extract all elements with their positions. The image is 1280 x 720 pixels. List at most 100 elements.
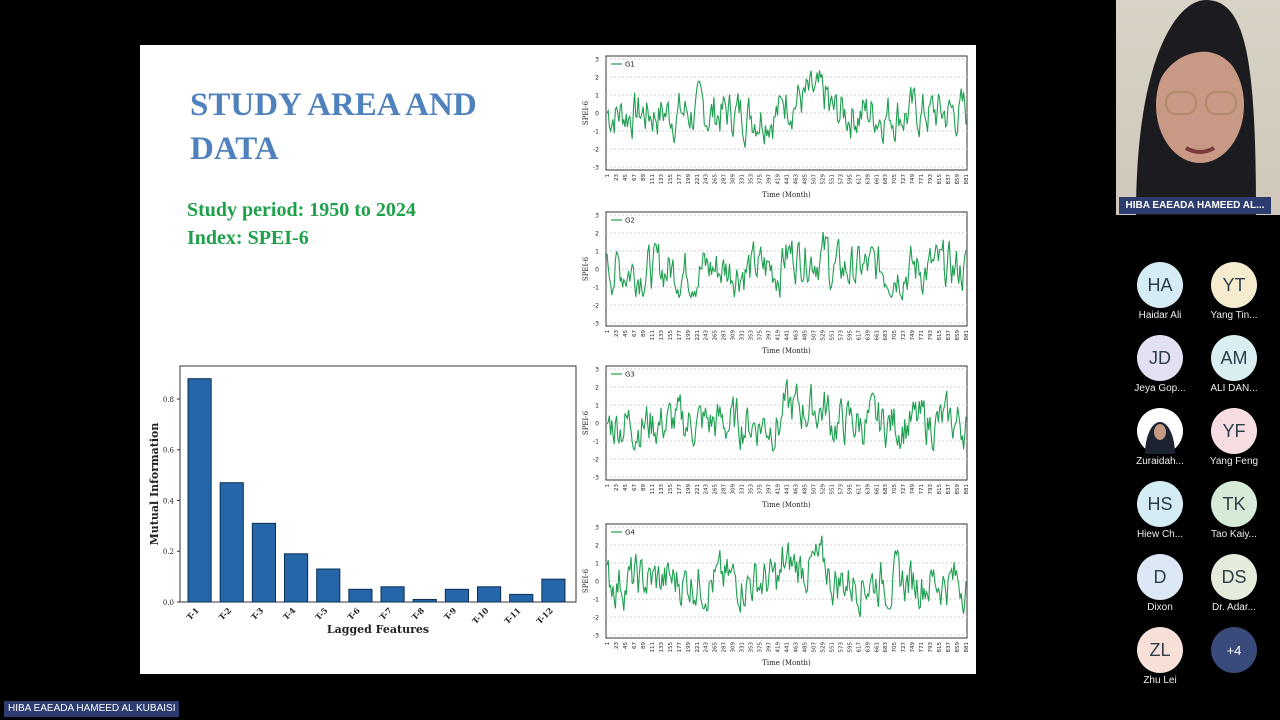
x-tick-label: T-8 [410,605,427,622]
x-tick-label: 617 [856,642,862,653]
x-tick-label: 749 [910,484,916,495]
x-tick-label: 793 [928,174,934,185]
x-tick-label: 1 [605,642,611,646]
y-tick-label: -2 [593,147,599,154]
participant-name: Zhu Lei [1143,675,1177,686]
participant-tile[interactable]: HA Haidar Ali [1125,262,1195,321]
y-tick-label: 0.6 [163,447,175,455]
x-tick-label: T-12 [534,605,555,626]
x-tick-label: 133 [659,642,665,653]
x-tick-label: 639 [865,484,871,495]
participant-tile[interactable]: ZL Zhu Lei [1125,627,1195,686]
participant-tile[interactable]: +4 [1199,627,1269,673]
participant-tile[interactable]: D Dixon [1125,554,1195,613]
x-tick-label: 595 [847,174,853,185]
y-tick-label: -1 [593,129,599,136]
x-tick-label: 155 [668,174,674,185]
bar-t-5 [316,568,341,603]
participant-tile[interactable]: Zuraidah... [1125,408,1195,467]
x-tick-label: 551 [829,642,835,653]
y-tick-label: 0.8 [163,396,174,404]
y-tick-label: 2 [595,543,599,550]
bar-t-12 [541,578,566,603]
y-axis-label: SPEI-6 [582,100,590,125]
participant-name: Dixon [1147,602,1173,613]
participant-tile[interactable]: JD Jeya Gop... [1125,335,1195,394]
participant-tile[interactable]: YF Yang Feng [1199,408,1269,467]
x-tick-label: 881 [964,642,970,653]
active-speaker-label: HIBA EAEADA HAMEED AL KUBAISI [4,701,180,717]
x-tick-label: T-2 [217,605,234,622]
presenter-video[interactable] [1116,0,1280,215]
x-tick-label: 111 [650,642,656,653]
x-tick-label: 771 [919,642,925,653]
x-tick-label: 199 [686,174,692,185]
x-tick-label: 23 [614,174,620,181]
y-tick-label: 1 [595,249,599,256]
participant-name: Tao Kaiy... [1211,529,1257,540]
participant-avatar: D [1137,554,1183,600]
x-tick-label: 529 [820,642,826,653]
x-tick-label: 617 [856,484,862,495]
x-tick-label: 155 [668,642,674,653]
x-tick-label: T-4 [281,605,298,622]
x-axis-label: Time (Month) [762,501,811,509]
participant-avatar: +4 [1211,627,1257,673]
x-tick-label: T-10 [470,605,491,626]
x-tick-label: 815 [937,484,943,495]
x-tick-label: T-11 [502,605,523,626]
x-tick-label: 353 [749,330,755,341]
x-tick-label: 485 [802,484,808,495]
x-tick-label: 67 [632,330,638,337]
x-tick-label: 837 [946,330,952,341]
x-tick-label: 507 [811,330,817,341]
x-tick-label: 551 [829,330,835,341]
x-tick-label: 221 [695,484,701,495]
y-axis-label: SPEI-6 [582,410,590,435]
x-tick-label: 529 [820,174,826,185]
x-tick-label: 683 [883,642,889,653]
x-tick-label: 243 [704,330,710,341]
x-tick-label: 397 [767,642,773,653]
x-tick-label: 573 [838,642,844,653]
legend-label: G3 [625,371,635,379]
participant-tile[interactable]: TK Tao Kaiy... [1199,481,1269,540]
x-tick-label: 815 [937,330,943,341]
x-tick-label: 507 [811,174,817,185]
presenter-name-label: HIBA EAEADA HAMEED AL... [1119,197,1271,214]
x-tick-label: 463 [793,330,799,341]
x-tick-label: 463 [793,174,799,185]
x-tick-label: 837 [946,484,952,495]
series-line-g3 [606,379,967,453]
x-tick-label: 529 [820,330,826,341]
x-tick-label: T-6 [345,605,362,622]
x-tick-label: 23 [614,642,620,649]
x-tick-label: 573 [838,330,844,341]
y-axis-label: SPEI-6 [582,568,590,593]
x-tick-label: 683 [883,330,889,341]
x-tick-label: 375 [758,642,764,653]
participant-tile[interactable]: HS Hiew Ch... [1125,481,1195,540]
x-tick-label: 1 [605,484,611,488]
participant-avatar: TK [1211,481,1257,527]
participant-avatar: YT [1211,262,1257,308]
participant-tile[interactable]: AM ALI DAN... [1199,335,1269,394]
x-axis-label: Lagged Features [327,623,429,636]
x-tick-label: 45 [623,484,629,491]
x-tick-label: 111 [650,484,656,495]
x-tick-label: 441 [785,174,791,185]
y-tick-label: 0 [595,421,599,428]
x-tick-label: 309 [731,484,737,495]
x-tick-label: 507 [811,484,817,495]
x-tick-label: 859 [955,484,961,495]
x-tick-label: 485 [802,642,808,653]
x-tick-label: 199 [686,330,692,341]
participant-tile[interactable]: YT Yang Tin... [1199,262,1269,321]
x-tick-label: 353 [749,484,755,495]
x-tick-label: 639 [865,642,871,653]
participant-tile[interactable]: DS Dr. Adar... [1199,554,1269,613]
x-tick-label: 595 [847,330,853,341]
x-tick-label: 573 [838,174,844,185]
x-tick-label: 265 [713,174,719,185]
